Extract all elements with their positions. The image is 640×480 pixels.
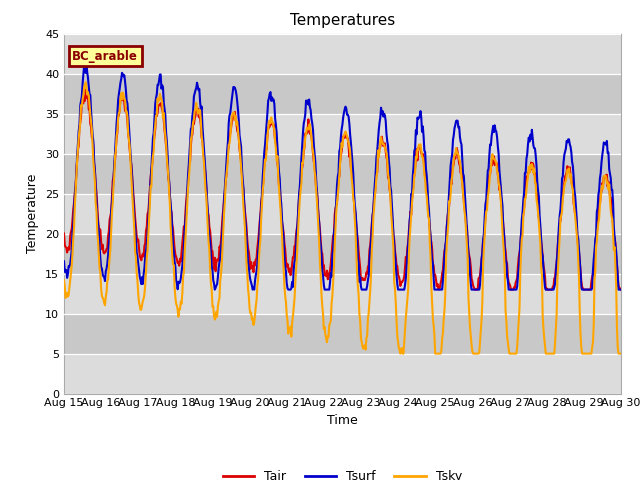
Bar	[64, 313, 621, 354]
Legend: Tair, Tsurf, Tsky: Tair, Tsurf, Tsky	[218, 465, 467, 480]
Bar	[64, 73, 621, 114]
X-axis label: Time: Time	[327, 414, 358, 427]
Y-axis label: Temperature: Temperature	[26, 174, 40, 253]
Bar	[64, 234, 621, 274]
Bar	[64, 154, 621, 193]
Text: BC_arable: BC_arable	[72, 50, 138, 63]
Title: Temperatures: Temperatures	[290, 13, 395, 28]
